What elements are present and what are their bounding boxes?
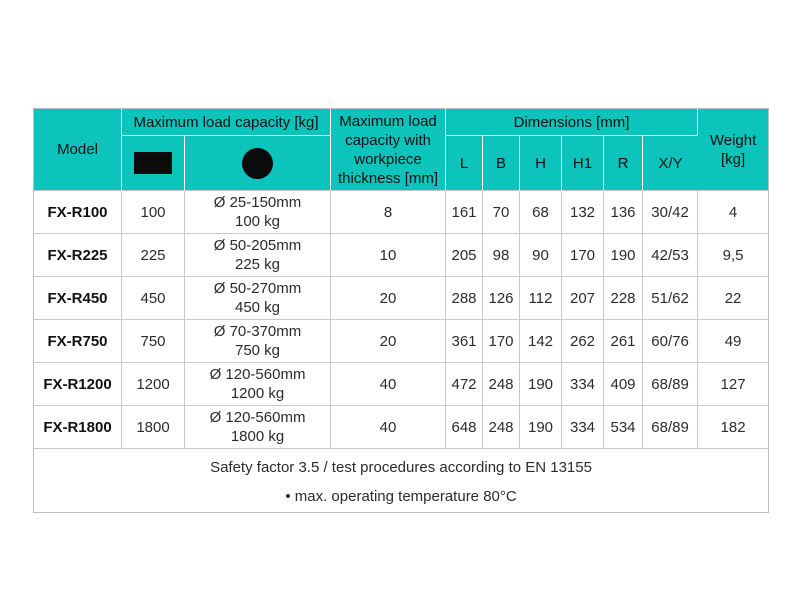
col-header-flat-load xyxy=(122,136,185,191)
dim-r-cell: 190 xyxy=(604,234,644,277)
dim-l-cell: 472 xyxy=(446,363,484,406)
round-capacity-cell: Ø 50-270mm 450 kg xyxy=(185,277,332,320)
dim-xy-cell: 51/62 xyxy=(643,277,699,320)
round-capacity-cell: Ø 25-150mm 100 kg xyxy=(185,191,332,234)
model-cell: FX-R1800 xyxy=(34,406,122,449)
dim-r-cell: 136 xyxy=(604,191,644,234)
dim-xy-cell: 68/89 xyxy=(643,406,699,449)
workpiece-thickness-cell: 40 xyxy=(331,363,447,406)
col-header-dim-h: H xyxy=(520,136,563,191)
round-capacity-cell: Ø 50-205mm 225 kg xyxy=(185,234,332,277)
col-header-dim-l: L xyxy=(446,136,484,191)
product-spec-table: Model Maximum load capacity [kg] Maximum… xyxy=(33,108,770,513)
dim-l-cell: 205 xyxy=(446,234,484,277)
flat-capacity-cell: 100 xyxy=(122,191,185,234)
col-header-dim-xy: X/Y xyxy=(643,136,699,191)
circle-icon xyxy=(242,147,273,179)
table-row-fx-r750: FX-R750 750 Ø 70-370mm 750 kg 20 361 170… xyxy=(34,320,769,363)
model-cell: FX-R100 xyxy=(34,191,122,234)
dim-h1-cell: 132 xyxy=(562,191,605,234)
weight-cell: 4 xyxy=(698,191,769,234)
col-header-dim-r: R xyxy=(604,136,644,191)
dim-h1-cell: 334 xyxy=(562,363,605,406)
table-row-fx-r225: FX-R225 225 Ø 50-205mm 225 kg 10 205 98 … xyxy=(34,234,769,277)
workpiece-thickness-cell: 8 xyxy=(331,191,447,234)
dim-b-cell: 248 xyxy=(483,406,521,449)
dim-b-cell: 248 xyxy=(483,363,521,406)
dim-h-cell: 190 xyxy=(520,363,563,406)
dim-l-cell: 361 xyxy=(446,320,484,363)
round-capacity-cell: Ø 70-370mm 750 kg xyxy=(185,320,332,363)
table-row-fx-r100: FX-R100 100 Ø 25-150mm 100 kg 8 161 70 6… xyxy=(34,191,769,234)
dim-b-cell: 170 xyxy=(483,320,521,363)
header-row-1: Model Maximum load capacity [kg] Maximum… xyxy=(34,109,769,191)
workpiece-thickness-cell: 10 xyxy=(331,234,447,277)
flat-capacity-cell: 1800 xyxy=(122,406,185,449)
flat-capacity-cell: 225 xyxy=(122,234,185,277)
model-cell: FX-R1200 xyxy=(34,363,122,406)
dim-h-cell: 90 xyxy=(520,234,563,277)
weight-cell: 127 xyxy=(698,363,769,406)
dim-xy-cell: 30/42 xyxy=(643,191,699,234)
col-header-round-load xyxy=(185,136,332,191)
col-header-model: Model xyxy=(34,109,122,191)
safety-note: Safety factor 3.5 / test procedures acco… xyxy=(210,459,592,476)
dim-h-cell: 142 xyxy=(520,320,563,363)
flat-capacity-cell: 450 xyxy=(122,277,185,320)
dim-h-cell: 68 xyxy=(520,191,563,234)
col-header-dimensions: Dimensions [mm] xyxy=(446,109,699,136)
dim-r-cell: 409 xyxy=(604,363,644,406)
weight-cell: 182 xyxy=(698,406,769,449)
table-row-fx-r450: FX-R450 450 Ø 50-270mm 450 kg 20 288 126… xyxy=(34,277,769,320)
dim-h-cell: 190 xyxy=(520,406,563,449)
table-row-fx-r1800: FX-R1800 1800 Ø 120-560mm 1800 kg 40 648… xyxy=(34,406,769,449)
col-header-dim-b: B xyxy=(483,136,521,191)
dim-h1-cell: 334 xyxy=(562,406,605,449)
weight-cell: 22 xyxy=(698,277,769,320)
dim-xy-cell: 60/76 xyxy=(643,320,699,363)
footer-row: Safety factor 3.5 / test procedures acco… xyxy=(34,449,769,512)
col-header-weight: Weight [kg] xyxy=(698,109,769,191)
workpiece-thickness-cell: 40 xyxy=(331,406,447,449)
dim-xy-cell: 68/89 xyxy=(643,363,699,406)
dim-h1-cell: 262 xyxy=(562,320,605,363)
col-header-dim-h1: H1 xyxy=(562,136,605,191)
col-header-workpiece-thickness: Maximum load capacity with workpiece thi… xyxy=(331,109,447,191)
round-capacity-cell: Ø 120-560mm 1200 kg xyxy=(185,363,332,406)
workpiece-thickness-cell: 20 xyxy=(331,277,447,320)
dim-h1-cell: 207 xyxy=(562,277,605,320)
dim-xy-cell: 42/53 xyxy=(643,234,699,277)
dim-r-cell: 228 xyxy=(604,277,644,320)
temperature-note: • max. operating temperature 80°C xyxy=(285,488,517,505)
model-cell: FX-R225 xyxy=(34,234,122,277)
model-cell: FX-R450 xyxy=(34,277,122,320)
dim-b-cell: 98 xyxy=(483,234,521,277)
dim-l-cell: 648 xyxy=(446,406,484,449)
table-row-fx-r1200: FX-R1200 1200 Ø 120-560mm 1200 kg 40 472… xyxy=(34,363,769,406)
flat-capacity-cell: 750 xyxy=(122,320,185,363)
round-capacity-cell: Ø 120-560mm 1800 kg xyxy=(185,406,332,449)
dim-l-cell: 161 xyxy=(446,191,484,234)
dim-l-cell: 288 xyxy=(446,277,484,320)
dim-h1-cell: 170 xyxy=(562,234,605,277)
workpiece-thickness-cell: 20 xyxy=(331,320,447,363)
flat-capacity-cell: 1200 xyxy=(122,363,185,406)
header-row-2: L B H H1 R X/Y xyxy=(34,136,768,191)
dim-r-cell: 261 xyxy=(604,320,644,363)
model-cell: FX-R750 xyxy=(34,320,122,363)
weight-cell: 49 xyxy=(698,320,769,363)
rectangle-icon xyxy=(134,152,172,174)
dim-b-cell: 70 xyxy=(483,191,521,234)
footer-notes-cell: Safety factor 3.5 / test procedures acco… xyxy=(34,449,769,512)
dim-h-cell: 112 xyxy=(520,277,563,320)
dim-r-cell: 534 xyxy=(604,406,644,449)
dim-b-cell: 126 xyxy=(483,277,521,320)
col-header-max-load: Maximum load capacity [kg] xyxy=(122,109,332,136)
weight-cell: 9,5 xyxy=(698,234,769,277)
